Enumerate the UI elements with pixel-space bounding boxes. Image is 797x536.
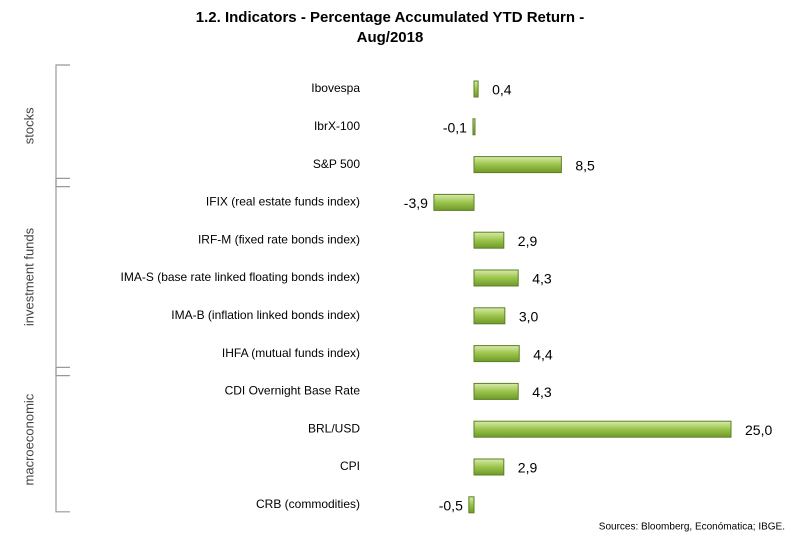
- bar: [473, 458, 505, 476]
- value-label: 3,0: [519, 309, 539, 325]
- group-bracket: [55, 366, 70, 513]
- category-label: S&P 500: [313, 157, 360, 171]
- group-label: macroeconomic: [21, 393, 36, 485]
- category-label: BRL/USD: [308, 421, 360, 435]
- bar: [473, 269, 519, 287]
- value-label: 8,5: [575, 157, 595, 173]
- group-bracket: [55, 64, 70, 188]
- value-label: 4,3: [532, 271, 552, 287]
- bar: [473, 80, 479, 98]
- source: Sources: Bloomberg, Económatica; IBGE.: [599, 522, 785, 533]
- bar: [473, 156, 562, 174]
- category-label: IMA-S (base rate linked floating bonds i…: [121, 270, 360, 284]
- value-label: 25,0: [745, 422, 772, 438]
- bar: [473, 420, 732, 438]
- value-label: -0,5: [439, 498, 463, 514]
- bar: [433, 193, 475, 211]
- bar: [473, 382, 519, 400]
- category-label: IRF-M (fixed rate bonds index): [198, 232, 360, 246]
- category-label: IbrX-100: [314, 119, 360, 133]
- group-label: investment funds: [21, 227, 36, 326]
- value-label: 2,9: [518, 460, 538, 476]
- bar: [473, 345, 520, 363]
- bar: [468, 496, 475, 514]
- category-label: IHFA (mutual funds index): [222, 346, 360, 360]
- category-label: Ibovespa: [311, 81, 360, 95]
- category-label: CPI: [340, 459, 360, 473]
- chart-title: 1.2. Indicators - Percentage Accumulated…: [195, 9, 585, 46]
- value-label: -0,1: [443, 120, 467, 136]
- bar: [473, 231, 505, 249]
- category-label: CRB (commodities): [256, 497, 360, 511]
- value-label: 0,4: [492, 82, 512, 98]
- category-label: IFIX (real estate funds index): [206, 195, 360, 209]
- value-label: 2,9: [518, 233, 538, 249]
- value-label: 4,4: [533, 346, 553, 362]
- bar: [473, 307, 506, 325]
- category-label: CDI Overnight Base Rate: [225, 384, 361, 398]
- bar: [472, 118, 476, 136]
- category-label: IMA-B (inflation linked bonds index): [171, 308, 360, 322]
- group-bracket: [55, 177, 70, 377]
- value-label: -3,9: [404, 195, 428, 211]
- group-label: stocks: [21, 107, 36, 144]
- value-label: 4,3: [532, 384, 552, 400]
